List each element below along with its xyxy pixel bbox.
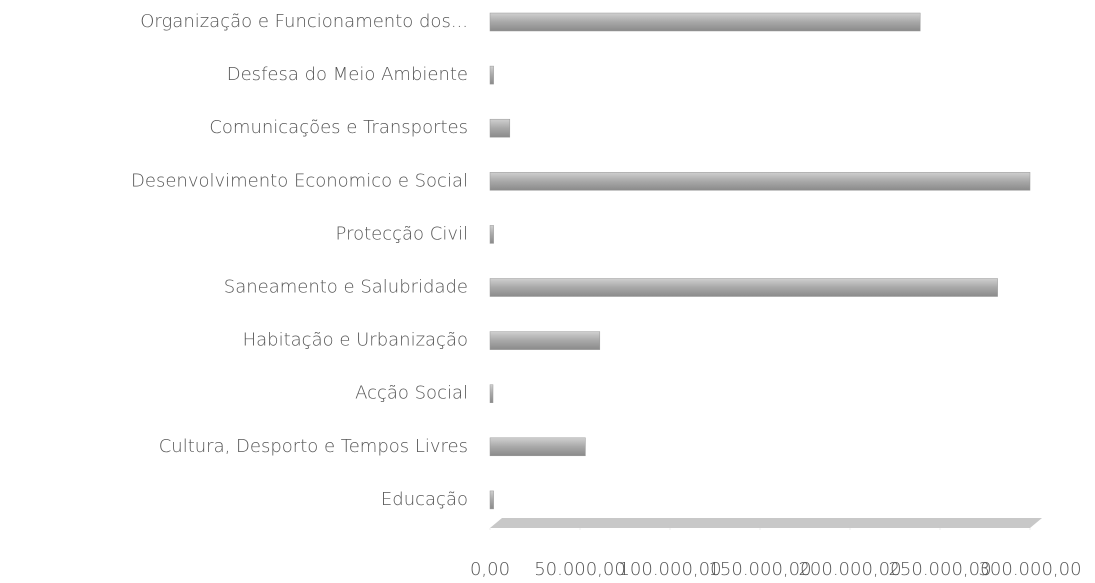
- x-tick-label: 150.000,00: [708, 559, 811, 580]
- bar: [489, 172, 1031, 191]
- bar: [489, 12, 921, 32]
- y-tick-label: Acção Social: [355, 383, 468, 404]
- bar: [489, 437, 586, 457]
- bar: [489, 65, 494, 85]
- bar: [489, 118, 511, 138]
- bar: [489, 331, 601, 350]
- x-tick-label: 250.000,00: [888, 559, 991, 580]
- x-tick-label: 0,00: [470, 559, 510, 580]
- y-tick-label: Cultura, Desporto e Tempos Livres: [159, 436, 468, 457]
- x-tick-label: 300.000,00: [978, 559, 1081, 580]
- y-tick-label: Comunicações e Transportes: [209, 117, 468, 138]
- x-tick-label: 100.000,00: [618, 559, 721, 580]
- bar: [489, 384, 494, 403]
- bar: [489, 225, 494, 244]
- bar: [489, 490, 494, 510]
- y-tick-label: Educação: [381, 489, 468, 510]
- y-tick-label: Desfesa do Meio Ambiente: [227, 64, 468, 85]
- x-tick-label: 50.000,00: [534, 559, 626, 580]
- y-tick-label: Protecção Civil: [336, 223, 468, 244]
- bar: [489, 278, 998, 297]
- x-tick-label: 200.000,00: [798, 559, 901, 580]
- chart-floor: [490, 518, 1042, 528]
- y-tick-label: Saneamento e Salubridade: [224, 277, 468, 298]
- y-tick-label: Desenvolvimento Economico e Social: [131, 170, 468, 191]
- y-tick-label: Organização e Funcionamento dos...: [140, 11, 468, 32]
- y-tick-label: Habitação e Urbanização: [243, 330, 468, 351]
